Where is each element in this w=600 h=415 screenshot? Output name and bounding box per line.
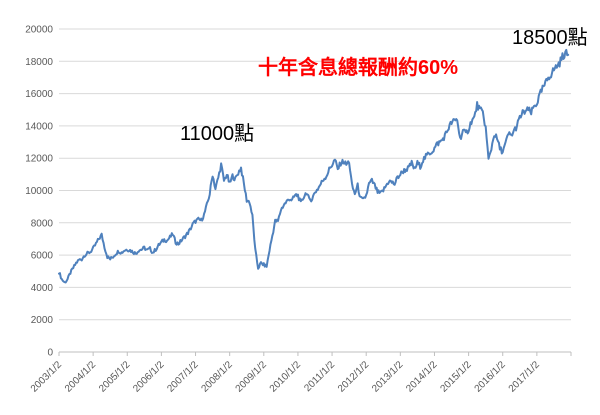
svg-text:0: 0 [47,348,53,359]
x-axis-tick-labels: 2003/1/22004/1/22005/1/22006/1/22007/1/2… [29,359,542,395]
svg-text:2017/1/2: 2017/1/2 [507,359,543,395]
data-series-line [58,48,570,284]
svg-text:14000: 14000 [25,121,53,132]
svg-text:2010/1/2: 2010/1/2 [268,359,304,395]
svg-text:2011/1/2: 2011/1/2 [302,359,337,394]
svg-text:16000: 16000 [25,89,53,100]
svg-text:2008/1/2: 2008/1/2 [199,359,235,395]
svg-text:6000: 6000 [31,251,54,262]
svg-text:10000: 10000 [25,186,53,197]
annotation-total-return: 十年含息總報酬約60% [258,57,459,79]
svg-text:2007/1/2: 2007/1/2 [165,359,201,395]
svg-text:2016/1/2: 2016/1/2 [473,359,509,395]
svg-text:12000: 12000 [25,154,53,165]
svg-text:2005/1/2: 2005/1/2 [97,359,133,395]
svg-text:18000: 18000 [25,57,53,68]
horizontal-gridlines [59,28,571,353]
svg-text:2000: 2000 [31,315,54,326]
svg-text:2013/1/2: 2013/1/2 [370,359,406,395]
x-axis [58,352,572,356]
annotation-2007-peak: 11000點 [180,123,255,145]
svg-text:8000: 8000 [31,218,54,229]
annotation-2017-level: 18500點 [512,27,588,49]
svg-text:4000: 4000 [31,283,54,294]
svg-text:2003/1/2: 2003/1/2 [29,359,65,395]
y-axis-tick-labels: 0 2000 4000 6000 8000 10000 12000 14000 16000 180… [25,25,53,359]
svg-text:2015/1/2: 2015/1/2 [438,359,474,395]
svg-text:2012/1/2: 2012/1/2 [336,359,372,395]
svg-text:2006/1/2: 2006/1/2 [131,359,167,395]
svg-text:2004/1/2: 2004/1/2 [63,359,99,395]
svg-text:2014/1/2: 2014/1/2 [404,359,440,395]
svg-text:2009/1/2: 2009/1/2 [234,359,270,395]
svg-text:20000: 20000 [25,25,53,36]
